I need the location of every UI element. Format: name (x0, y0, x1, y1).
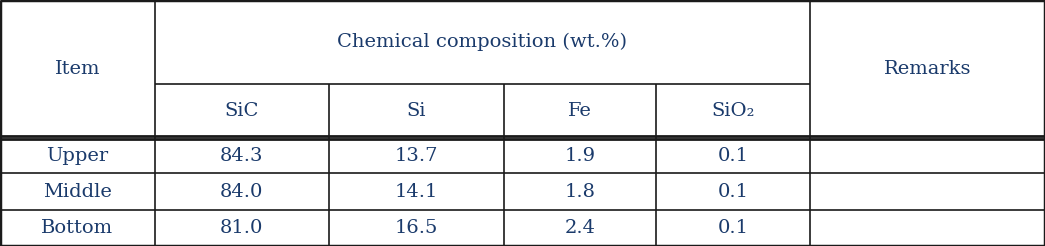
Text: 14.1: 14.1 (395, 183, 438, 200)
Text: Upper: Upper (46, 147, 109, 165)
Text: Middle: Middle (43, 183, 112, 200)
Text: 1.9: 1.9 (564, 147, 596, 165)
Text: 2.4: 2.4 (564, 219, 596, 237)
Text: SiC: SiC (225, 102, 259, 120)
Text: 0.1: 0.1 (718, 147, 748, 165)
Text: SiO₂: SiO₂ (712, 102, 754, 120)
Text: Chemical composition (wt.%): Chemical composition (wt.%) (338, 33, 627, 51)
Text: Bottom: Bottom (41, 219, 114, 237)
Text: Remarks: Remarks (884, 60, 971, 78)
Text: 84.0: 84.0 (220, 183, 263, 200)
Text: 0.1: 0.1 (718, 183, 748, 200)
Text: Item: Item (54, 60, 100, 78)
Text: 81.0: 81.0 (220, 219, 263, 237)
Text: 0.1: 0.1 (718, 219, 748, 237)
Text: Fe: Fe (568, 102, 591, 120)
Text: 13.7: 13.7 (395, 147, 438, 165)
Text: 16.5: 16.5 (395, 219, 438, 237)
Text: 84.3: 84.3 (220, 147, 263, 165)
Text: Si: Si (407, 102, 426, 120)
Text: 1.8: 1.8 (564, 183, 596, 200)
